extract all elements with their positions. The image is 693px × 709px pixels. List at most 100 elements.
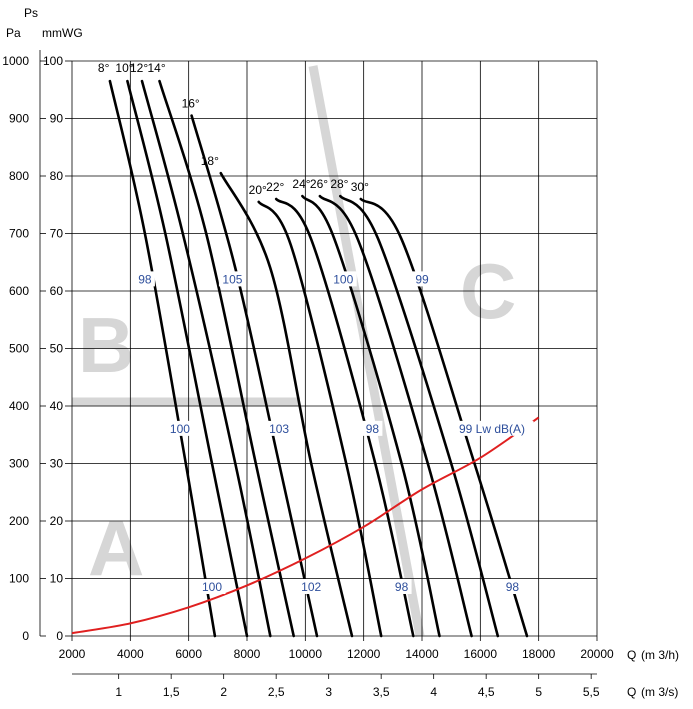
blade-angle-label: 12° bbox=[130, 61, 148, 75]
blade-angle-label: 28° bbox=[330, 177, 348, 191]
y2-tick-label: 50 bbox=[50, 342, 64, 356]
sound-level-label: 98 bbox=[138, 272, 152, 286]
label-background bbox=[412, 271, 432, 287]
blade-angle-label: 14° bbox=[148, 61, 166, 75]
blade-angle-label: 16° bbox=[182, 97, 200, 111]
y2-tick-label: 30 bbox=[50, 457, 64, 471]
y-tick-label: 300 bbox=[9, 457, 29, 471]
x2-axis-title: Q bbox=[627, 685, 636, 699]
blade-angle-label: 10° bbox=[115, 61, 133, 75]
fan-curve-4 bbox=[158, 79, 295, 638]
y2-tick-label: 80 bbox=[50, 169, 64, 183]
x-axis-title: Q bbox=[627, 648, 636, 662]
secondary-x-axis: 1 1,5 2 2,5 3 3,5 4 4,5 5 5,5 bbox=[72, 673, 600, 699]
fan-curve-3 bbox=[140, 79, 272, 638]
x2-tick-label: 5 bbox=[535, 685, 542, 699]
x-tick-label: 16000 bbox=[464, 647, 498, 661]
fan-curve-10 bbox=[318, 194, 473, 638]
y-axis-ticks-pa: 0 100 200 300 400 500 600 700 800 900 1000 bbox=[2, 54, 29, 643]
label-background bbox=[362, 420, 383, 436]
x-tick-label: 2000 bbox=[59, 647, 86, 661]
y-tick-label: 100 bbox=[9, 572, 29, 586]
label-background bbox=[502, 579, 523, 594]
y-tick-label: 500 bbox=[9, 342, 29, 356]
zone-divider-bc bbox=[308, 65, 425, 637]
x-tick-label: 6000 bbox=[175, 647, 202, 661]
zone-label-b: B bbox=[78, 301, 134, 389]
x2-tick-label: 2 bbox=[220, 685, 227, 699]
x2-tick-label: 2,5 bbox=[268, 685, 285, 699]
x2-tick-label: 3,5 bbox=[373, 685, 390, 699]
blade-angle-label: 22° bbox=[266, 180, 284, 194]
label-background bbox=[450, 420, 534, 436]
y2-tick-label: 40 bbox=[50, 399, 64, 413]
fan-curve-7 bbox=[257, 200, 383, 638]
y2-tick-label: 100 bbox=[43, 54, 63, 68]
x-tick-label: 12000 bbox=[347, 647, 381, 661]
y2-tick-label: 70 bbox=[50, 227, 64, 241]
blade-angle-labels: 8° 10°12° 14° 16° 18° 20° 22° 24° 26° 28° 30° bbox=[98, 61, 369, 197]
label-background bbox=[134, 271, 155, 287]
blade-angle-label: 20° bbox=[249, 183, 267, 197]
x2-tick-label: 4 bbox=[430, 685, 437, 699]
blade-angle-label: 18° bbox=[201, 154, 219, 168]
sound-level-labels: 98 105 100 99 100 103 98 99 Lw dB(A) 100 102 98 98 bbox=[134, 271, 534, 594]
sound-level-label: 103 bbox=[269, 422, 289, 436]
system-curve bbox=[71, 416, 540, 635]
y-tick-label: 200 bbox=[9, 514, 29, 528]
label-background bbox=[198, 579, 226, 594]
fan-curve-2 bbox=[126, 79, 249, 638]
x2-tick-label: 3 bbox=[325, 685, 332, 699]
y-tick-label: 800 bbox=[9, 169, 29, 183]
y-tick-label: 1000 bbox=[2, 54, 29, 68]
sound-level-label: 98 bbox=[395, 580, 409, 594]
label-background bbox=[329, 271, 357, 287]
y2-tick-label: 60 bbox=[50, 284, 64, 298]
x2-tick-label: 4,5 bbox=[478, 685, 495, 699]
y-axis-ticks-mmwg: 0 10 20 30 40 50 60 70 80 90 100 bbox=[43, 54, 63, 643]
label-background bbox=[218, 271, 246, 287]
y2-tick-label: 90 bbox=[50, 112, 64, 126]
y-axis-units-pa: Pa bbox=[6, 26, 21, 40]
sound-level-label: 98 bbox=[366, 422, 380, 436]
y2-tick-label: 20 bbox=[50, 514, 64, 528]
x-tick-label: 20000 bbox=[580, 647, 614, 661]
fan-curve-11 bbox=[339, 194, 500, 638]
fan-curves bbox=[71, 79, 540, 638]
sound-level-label: 99 bbox=[415, 272, 429, 286]
blade-angle-label: 24° bbox=[292, 177, 310, 191]
y-tick-label: 900 bbox=[9, 112, 29, 126]
sound-level-label: 98 bbox=[506, 580, 520, 594]
sound-level-label: 100 bbox=[170, 422, 190, 436]
sound-level-label: 100 bbox=[202, 580, 222, 594]
y-axis-title-ps: Ps bbox=[24, 6, 38, 20]
y-axis-units-mmwg: mmWG bbox=[42, 26, 83, 40]
blade-angle-label: 26° bbox=[310, 177, 328, 191]
fan-curve-1 bbox=[108, 79, 217, 638]
sound-level-label: 99 Lw dB(A) bbox=[459, 422, 525, 436]
x-axis-ticks: 2000 4000 6000 8000 10000 12000 14000 16000 1800… bbox=[59, 647, 614, 661]
x2-tick-label: 5,5 bbox=[583, 685, 600, 699]
fan-curve-12 bbox=[359, 197, 529, 638]
sound-level-label: 105 bbox=[222, 272, 242, 286]
x-tick-label: 18000 bbox=[522, 647, 556, 661]
fan-curve-8 bbox=[274, 197, 415, 638]
label-background bbox=[297, 579, 325, 594]
x2-tick-label: 1,5 bbox=[163, 685, 180, 699]
x-axis-units: (m 3/h) bbox=[641, 648, 679, 662]
sound-level-label: 102 bbox=[301, 580, 321, 594]
x2-axis-units: (m 3/s) bbox=[641, 685, 678, 699]
fan-curve-9 bbox=[301, 194, 441, 638]
y-tick-label: 600 bbox=[9, 284, 29, 298]
blade-angle-label: 8° bbox=[98, 61, 110, 75]
fan-curve-5 bbox=[190, 114, 319, 638]
x-tick-label: 4000 bbox=[117, 647, 144, 661]
label-background bbox=[166, 420, 194, 436]
x2-tick-label: 1 bbox=[115, 685, 122, 699]
label-background bbox=[391, 579, 412, 594]
label-background bbox=[265, 420, 293, 436]
x-tick-label: 14000 bbox=[405, 647, 439, 661]
y2-tick-label: 10 bbox=[50, 572, 64, 586]
x-tick-label: 8000 bbox=[234, 647, 261, 661]
